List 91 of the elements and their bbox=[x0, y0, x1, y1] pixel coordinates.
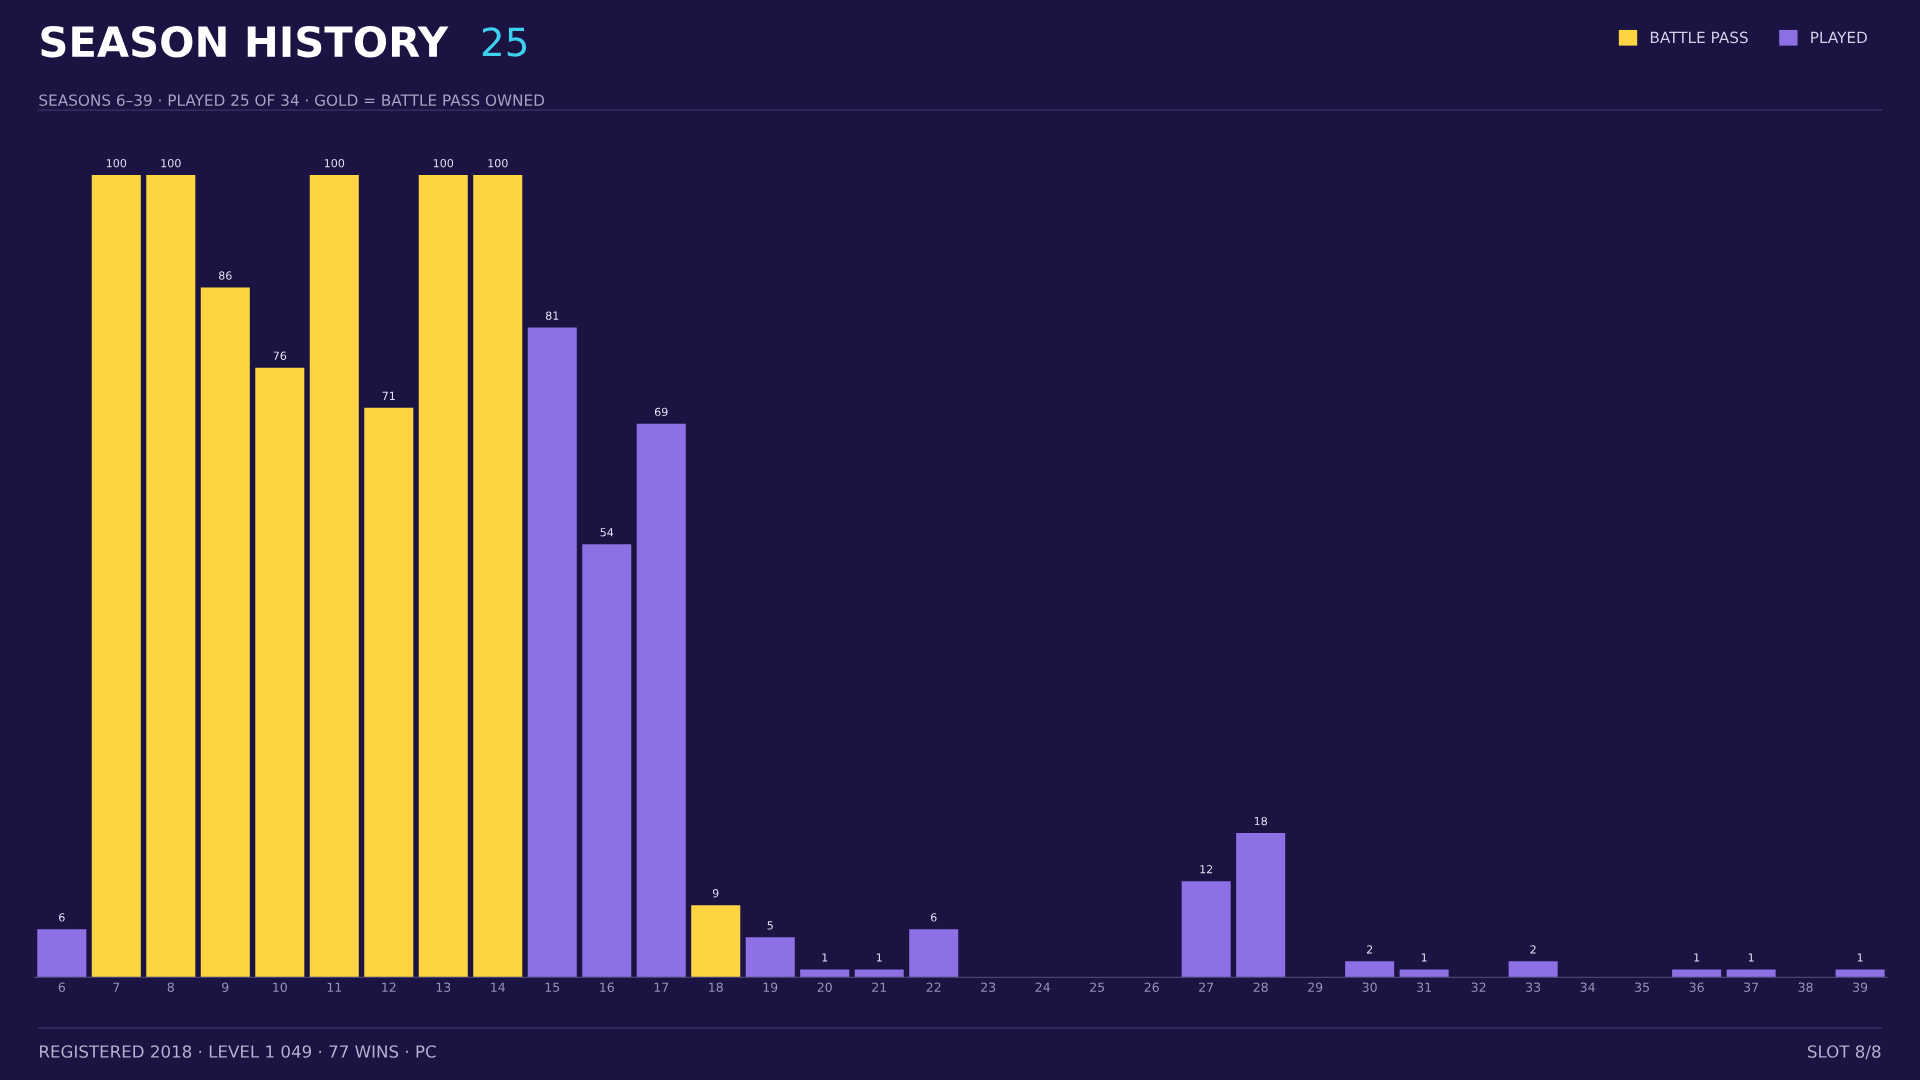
bar bbox=[309, 175, 359, 978]
data-label: 2 bbox=[1366, 945, 1373, 954]
legend-label: PLAYED bbox=[1811, 31, 1867, 43]
legend-label: BATTLE PASS bbox=[1650, 31, 1748, 44]
x-tick-label: 24 bbox=[1035, 982, 1050, 992]
x-tick-label: 17 bbox=[654, 982, 669, 992]
data-label: 6 bbox=[930, 913, 937, 922]
x-tick-label: 27 bbox=[1199, 982, 1214, 992]
bar bbox=[1345, 961, 1395, 978]
bar bbox=[909, 929, 959, 978]
x-tick-label: 7 bbox=[113, 982, 120, 992]
bar bbox=[1181, 881, 1231, 978]
x-tick-label: 14 bbox=[491, 982, 506, 992]
x-tick-label: 29 bbox=[1308, 982, 1323, 992]
data-label: 76 bbox=[273, 351, 287, 360]
data-label: 71 bbox=[382, 391, 395, 400]
data-label: 100 bbox=[488, 159, 508, 168]
bar bbox=[1236, 832, 1286, 978]
x-tick-label: 23 bbox=[981, 982, 996, 992]
text: SLOT 8/8 bbox=[1808, 1045, 1881, 1060]
bar bbox=[91, 175, 141, 978]
bar bbox=[418, 175, 468, 978]
data-label: 2 bbox=[1530, 945, 1536, 954]
x-tick-label: 22 bbox=[926, 982, 941, 992]
x-tick-label: 15 bbox=[545, 982, 560, 992]
x-tick-label: 38 bbox=[1798, 982, 1813, 992]
data-label: 1 bbox=[1694, 953, 1700, 962]
chart-title: SEASON HISTORY bbox=[41, 25, 449, 58]
data-label: 54 bbox=[600, 528, 614, 537]
bar bbox=[691, 905, 741, 978]
chart-subtitle: SEASONS 6–39 · PLAYED 25 OF 34 · GOLD = BATTLE PASS OWNED bbox=[39, 94, 545, 106]
data-label: 1 bbox=[876, 953, 882, 962]
bar bbox=[37, 929, 87, 978]
x-tick-label: 36 bbox=[1689, 982, 1704, 992]
data-label: 1 bbox=[1748, 953, 1754, 962]
text: REGISTERED 2018 · LEVEL 1 049 · 77 WINS · PC bbox=[40, 1045, 436, 1058]
bar bbox=[146, 175, 196, 978]
bar bbox=[1508, 961, 1558, 978]
x-tick-label: 11 bbox=[327, 982, 342, 992]
data-label: 1 bbox=[1857, 953, 1863, 962]
x-tick-label: 21 bbox=[872, 982, 887, 992]
x-tick-label: 12 bbox=[382, 982, 396, 992]
data-label: 1 bbox=[1421, 953, 1427, 962]
x-tick-label: 16 bbox=[600, 982, 614, 992]
x-tick-label: 39 bbox=[1853, 982, 1868, 992]
data-label: 100 bbox=[433, 159, 454, 168]
bar bbox=[1835, 969, 1885, 978]
data-label: 5 bbox=[767, 921, 773, 930]
x-tick-label: 9 bbox=[222, 982, 229, 992]
bar bbox=[582, 544, 632, 978]
x-tick-label: 19 bbox=[763, 982, 778, 992]
bar bbox=[200, 287, 250, 978]
bar bbox=[527, 327, 577, 978]
data-label: 100 bbox=[106, 159, 127, 168]
x-tick-label: 18 bbox=[709, 982, 723, 992]
data-label: 12 bbox=[1200, 865, 1213, 874]
data-label: 100 bbox=[161, 159, 181, 168]
x-tick-label: 35 bbox=[1635, 982, 1649, 992]
bar bbox=[1672, 969, 1722, 978]
data-label: 9 bbox=[712, 889, 719, 898]
bar bbox=[1399, 969, 1449, 978]
data-label: 86 bbox=[218, 271, 232, 280]
data-label: 81 bbox=[545, 311, 559, 320]
x-tick-label: 26 bbox=[1144, 982, 1159, 992]
bar bbox=[854, 969, 904, 978]
bar bbox=[636, 423, 686, 978]
data-label: 6 bbox=[59, 913, 65, 922]
x-tick-label: 31 bbox=[1417, 982, 1431, 992]
x-tick-label: 28 bbox=[1253, 982, 1268, 992]
x-tick-label: 10 bbox=[273, 982, 287, 992]
data-label: 1 bbox=[822, 953, 828, 962]
x-tick-label: 6 bbox=[58, 982, 65, 992]
bar bbox=[1726, 969, 1776, 978]
bar bbox=[745, 937, 795, 978]
x-tick-label: 32 bbox=[1471, 982, 1486, 992]
bar bbox=[255, 367, 305, 978]
bar bbox=[364, 407, 414, 978]
x-tick-label: 8 bbox=[167, 982, 174, 992]
text: 25 bbox=[482, 27, 527, 57]
x-tick-label: 34 bbox=[1580, 982, 1595, 992]
data-label: 18 bbox=[1254, 816, 1267, 826]
x-tick-label: 30 bbox=[1362, 982, 1377, 992]
data-label: 100 bbox=[324, 159, 345, 168]
x-tick-label: 25 bbox=[1090, 982, 1105, 992]
x-tick-label: 33 bbox=[1526, 982, 1541, 992]
data-label: 69 bbox=[654, 407, 668, 417]
bar bbox=[473, 175, 523, 978]
x-tick-label: 37 bbox=[1744, 982, 1759, 992]
bar bbox=[800, 969, 850, 978]
x-tick-label: 13 bbox=[436, 982, 451, 992]
x-tick-label: 20 bbox=[817, 982, 832, 992]
